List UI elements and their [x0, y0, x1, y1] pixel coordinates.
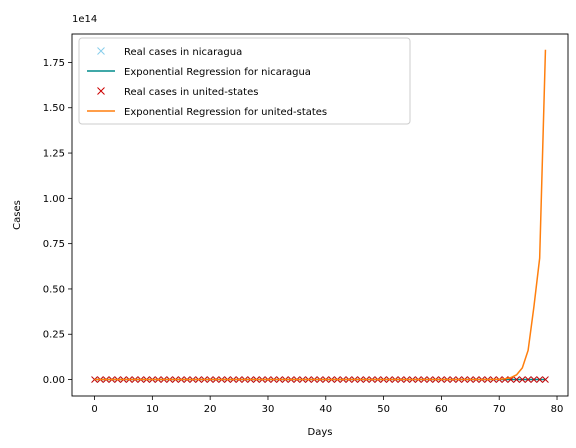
plot-frame [71, 33, 569, 397]
legend-swatch [97, 87, 105, 95]
data-point [513, 376, 520, 383]
legend-label: Real cases in united-states [124, 87, 258, 98]
data-point [518, 376, 526, 383]
x-axis-label: Days [308, 427, 333, 438]
series-line [94, 49, 547, 381]
y-offset-text: 1e14 [72, 14, 97, 25]
legend: Real cases in nicaragua Exponential Regre… [78, 37, 411, 125]
data-point [501, 376, 509, 383]
y-tick-label: 0.00 [43, 375, 65, 386]
data-point [91, 376, 98, 383]
x-tick-label: 80 [551, 404, 564, 415]
legend-label: Exponential Regression for united-states [124, 107, 327, 118]
y-tick-label: 1.50 [43, 103, 65, 114]
data-point [536, 376, 544, 383]
x-tick-label: 50 [377, 404, 390, 415]
series-3 [94, 49, 547, 381]
data-point [530, 376, 538, 383]
x-tick-label: 20 [204, 404, 217, 415]
legend-box [78, 37, 411, 125]
y-tick-label: 0.75 [43, 239, 65, 250]
y-tick-label: 0.50 [43, 284, 65, 295]
x-tick-label: 60 [435, 404, 448, 415]
legend-swatch [97, 47, 105, 55]
legend-label: Exponential Regression for nicaragua [124, 67, 311, 78]
y-tick-label: 1.00 [43, 194, 65, 205]
y-tick-label: 1.75 [43, 58, 65, 69]
plot-layer [91, 49, 549, 383]
legend-label: Real cases in nicaragua [124, 47, 242, 58]
x-tick-label: 30 [262, 404, 275, 415]
data-point [542, 376, 549, 383]
x-tick-label: 10 [146, 404, 159, 415]
y-tick-label: 0.25 [43, 330, 65, 341]
y-tick-label: 1.25 [43, 149, 65, 160]
data-point [524, 376, 532, 383]
axes-layer: 0 10 20 30 40 50 60 70 80 0.00 0.25 0.50 0.75 1.00 1.2… [43, 58, 564, 415]
x-tick-label: 70 [493, 404, 506, 415]
x-tick-label: 40 [319, 404, 332, 415]
x-tick-label: 0 [91, 404, 97, 415]
y-axis-label: Cases [12, 200, 23, 230]
